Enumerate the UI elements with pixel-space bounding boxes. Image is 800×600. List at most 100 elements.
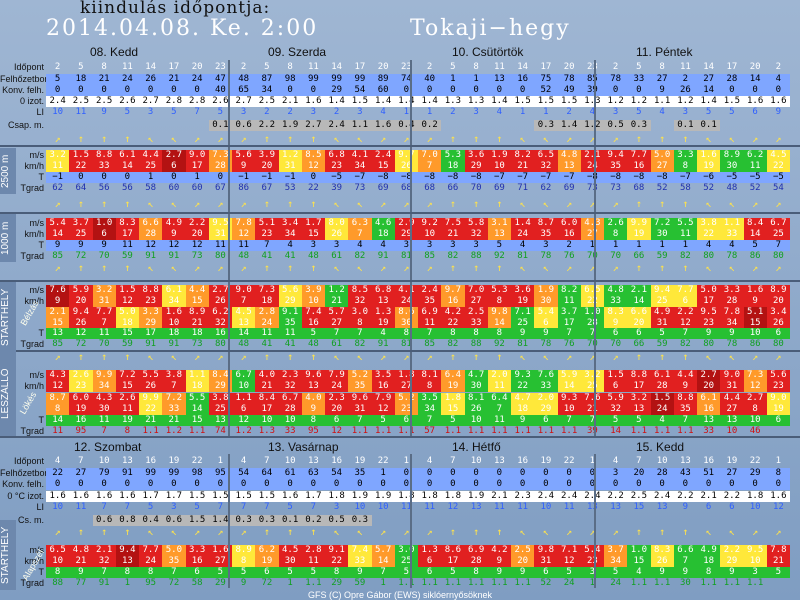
wind-kmh-landing-cell: 25 [580,381,604,392]
precip-row-bottom-cell: 0.2 [301,515,325,526]
temp-1000-cell: 3 [441,240,465,251]
zero-isotherm-row-top-cell: 1.3 [464,96,488,107]
wind-speed-landing-cell: 6.1 [650,370,674,381]
wind-direction-arrow-icon: ↗ [775,263,782,274]
temp-start-cell: 17 [139,328,163,339]
wind-direction-arrow-icon: ↖ [333,199,340,210]
tgrad-landing-cell: 14 [610,426,622,436]
wind-direction-arrow-icon: ↑ [682,527,689,538]
temp-landing-cell: 13 [208,415,232,426]
wind-speed-start-cell: 8.8 [139,285,163,296]
lifted-index-row-bottom-cell: 6 [705,502,712,512]
tgrad-2500-cell: 54 [772,183,784,193]
temp-2500-cell: −7 [348,172,372,183]
gust-kmh-landing-cell: 25 [208,404,232,415]
gust-kmh-landing-cell: 21 [580,404,604,415]
gust-speed-start-cell: 8.3 [604,307,628,318]
wind-direction-arrow-icon: ↗ [380,352,387,363]
wind-speed-start-cell: 6.5 [580,285,604,296]
wind-direction-arrow-icon: ↖ [542,352,549,363]
cloud-cover-row-bottom-cell: 98 [185,468,209,479]
wind-direction-arrow-icon: ↗ [240,134,247,145]
wind-kmh-1000-cell: 35 [534,229,558,240]
hours-row-top-cell: 5 [450,62,456,72]
convective-cloud-row-bottom-cell: 0 [92,479,116,490]
hours-row-top-cell: 23 [214,62,226,72]
gust-speed-start-cell: 4.5 [232,307,256,318]
zero-isotherm-row-top-cell: 2.8 [185,96,209,107]
wind-kmh-start-cell: 19 [511,296,535,307]
wind-kmh-2500-cell: 18 [441,161,465,172]
tgrad-1000-cell: 81 [517,251,529,261]
temp-landing-cell: 6 [325,415,349,426]
gust-kmh-landing-cell: 17 [255,404,279,415]
wind-kmh-1000: km/h 14 25 6 17 28 9 20 31 12 23 34 15 26 7 18 29 10 21 32 1… [0,229,800,240]
wind-kmh-bottom-cell: 27 [208,556,232,567]
wind-speed-2500-cell: 1.2 [278,150,302,161]
lifted-index-row-top-cell: 1 [519,107,526,117]
wind-speed-bottom-cell: 7.7 [139,545,163,556]
lifted-index-row-top-cell: 10 [52,107,64,117]
zero-isotherm-row-bottom-cell: 2.2 [673,491,697,502]
convective-cloud-row-bottom-cell: 0 [69,479,93,490]
cloud-cover-row-bottom-cell: 8 [766,468,790,479]
wind-kmh-bottom-cell: 22 [325,556,349,567]
temp-landing-cell: 7 [580,415,604,426]
tgrad-start-cell: 80 [214,339,226,349]
tgrad-2500-cell: 66 [447,183,459,193]
temp-start-cell: 11 [255,328,279,339]
zero-isotherm-row-bottom-cell: 1.6 [92,491,116,502]
temp-bottom-cell: 5 [394,567,418,578]
wind-speed-1000-cell: 2.6 [604,218,628,229]
gust-speed-landing-cell: 5.5 [185,393,209,404]
wind-direction-arrow-icon: ↖ [519,199,526,210]
temp-landing-cell: 7 [348,415,372,426]
wind-speed-bottom-cell: 2.5 [511,545,535,556]
tgrad-start-cell: 92 [493,339,505,349]
precip-row-bottom-cell: 0.3 [348,515,372,526]
wind-kmh-landing-cell: 27 [394,381,418,392]
wind-speed-2500-cell: 3.3 [673,150,697,161]
wind-speed-2500-cells: 3.2 1.5 8.8 6.1 4.4 2.7 9.0 7.3 5.6 3.9 1.2 8.5 6.8 4… [46,150,790,161]
wind-direction-arrow-icon: ↖ [170,263,177,274]
wind-kmh-1000-cell: 22 [697,229,721,240]
convective-cloud-row-bottom-cell: 0 [720,479,744,490]
temp-2500-cell: −7 [534,172,558,183]
wind-speed-start-cell: 6.8 [371,285,395,296]
precip-row-bottom-cell [372,515,395,526]
gust-speed-landing-cell: 6.1 [697,393,721,404]
hours-row-top-cells: 2 5 8 11 14 17 20 23 2 5 8 11 14 17 20 23 2 5 8 11 14 17 20 23 2… [46,62,790,73]
temp-start-cell: 7 [557,328,581,339]
gust-speed-start-cell: 3.0 [348,307,372,318]
tgrad-2500-cell: 86 [238,183,250,193]
tgrad-bottom-cell: 52 [540,578,552,588]
wind-kmh-bottom-cell: 18 [697,556,721,567]
wind-kmh-2500-cell: 30 [720,161,744,172]
cloud-cover-row-top-cell: 5 [46,74,70,85]
lifted-index-label-bottom: LI [36,502,44,512]
wind-speed-bottom-cell: 9.1 [325,545,349,556]
lifted-index-row-bottom-cell: 6 [729,502,735,512]
gust-speed-start-cell: 5.0 [115,307,139,318]
wind-kmh-landing-cell: 24 [325,381,349,392]
gust-kmh-start-cell: 25 [511,318,535,329]
gust-kmh-landing-cell: 12 [371,404,395,415]
wind-kmh-bottom-cell: 24 [139,556,163,567]
tgrad-landing-cell: 1.3 [258,426,275,436]
convective-cloud-row-top-cell: 65 [232,85,256,96]
cloud-cover-row-top-cell: 47 [208,74,232,85]
tgrad-2500-cell: 60 [168,183,180,193]
tgrad-bottom-cell: 1.1 [653,578,671,588]
temp-bottom-cell: 9 [348,567,372,578]
tgrad-bottom-cell: 91 [98,578,110,588]
wind-direction-arrow-icon: ↗ [54,134,61,145]
gust-speed-start-cell: 9.5 [697,307,721,318]
wind-direction-arrow-icon: ↑ [473,134,480,145]
precip-row-bottom-cell [651,515,674,526]
tgrad-2500-cell: 58 [679,183,691,193]
cloud-cover-row-top-cell: 87 [255,74,279,85]
temp-bottom-cell: 9 [487,567,511,578]
wind-kmh-bottom-cell: 31 [534,556,558,567]
temp-2500-cell: −8 [627,172,651,183]
gust-speed-start-cell: 2.5 [464,307,488,318]
